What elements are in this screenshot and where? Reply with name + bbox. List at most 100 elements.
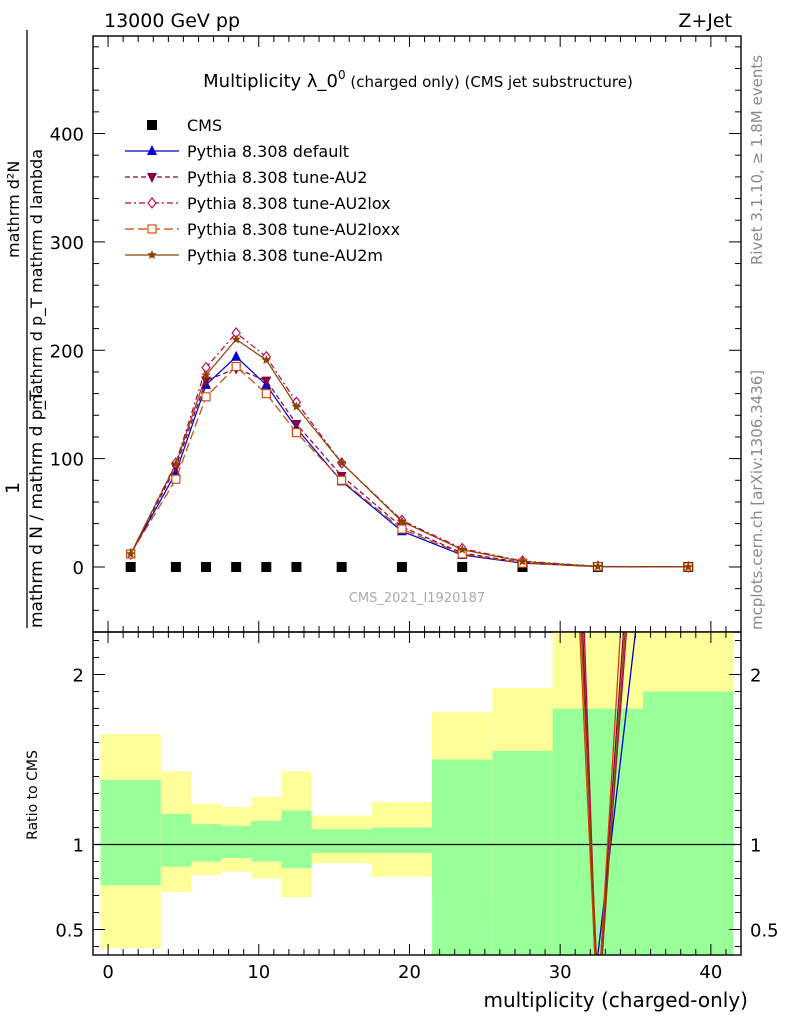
y-tick-label: 0 bbox=[73, 558, 84, 579]
data-point bbox=[231, 361, 241, 372]
legend-marker bbox=[147, 224, 157, 234]
data-point bbox=[683, 561, 694, 571]
data-point bbox=[517, 556, 528, 566]
ratio-y-tick-label: 0.5 bbox=[55, 921, 84, 942]
legend-item: Pythia 8.308 default bbox=[125, 142, 349, 161]
x-tick-label: 30 bbox=[549, 962, 572, 983]
data-point bbox=[261, 376, 272, 387]
data-point bbox=[291, 419, 302, 430]
x-tick-label: 0 bbox=[102, 962, 113, 983]
data-point bbox=[291, 401, 302, 411]
ratio-band-inner bbox=[251, 820, 282, 862]
ratio-band-inner bbox=[432, 759, 493, 955]
legend-marker bbox=[147, 197, 157, 209]
data-point bbox=[336, 561, 347, 572]
ratio-y-tick-label-right: 0.5 bbox=[750, 921, 779, 942]
ratio-band-inner bbox=[643, 691, 734, 955]
series bbox=[125, 364, 694, 573]
series bbox=[125, 350, 694, 571]
legend: CMS Pythia 8.308 default Pythia 8.308 tune… bbox=[125, 116, 400, 265]
title-sub: (charged only) (CMS jet substructure) bbox=[346, 73, 633, 91]
data-point bbox=[337, 475, 347, 485]
data-point bbox=[231, 350, 242, 361]
ratio-y-tick-label-right: 2 bbox=[750, 666, 761, 687]
y-label-numerator2: mathrm d²N bbox=[4, 161, 23, 258]
ratio-curves-layer bbox=[579, 632, 637, 955]
series-line bbox=[130, 365, 689, 568]
ratio-bands bbox=[93, 632, 741, 955]
data-point bbox=[291, 561, 302, 572]
energy-label: 13000 GeV pp bbox=[104, 10, 240, 32]
y-tick-label: 400 bbox=[50, 125, 84, 146]
ratio-band-inner bbox=[281, 810, 312, 869]
legend-label: Pythia 8.308 tune-AU2lox bbox=[187, 194, 391, 213]
ratio-band-inner bbox=[552, 708, 644, 955]
series bbox=[126, 361, 693, 572]
legend-marker bbox=[147, 145, 157, 155]
legend-item: Pythia 8.308 tune-AU2 bbox=[125, 168, 367, 187]
x-tick-label: 40 bbox=[699, 962, 722, 983]
y-tick-label: 100 bbox=[50, 450, 84, 471]
legend-item: Pythia 8.308 tune-AU2loxx bbox=[125, 220, 400, 239]
data-point bbox=[396, 561, 407, 572]
data-point bbox=[336, 457, 347, 467]
data-point bbox=[261, 355, 272, 365]
legend-marker bbox=[147, 120, 157, 130]
data-point bbox=[291, 428, 301, 438]
ratio-band-inner bbox=[492, 751, 553, 955]
ratio-y-tick-label: 1 bbox=[73, 836, 84, 857]
data-point bbox=[261, 389, 271, 399]
ratio-band-inner bbox=[221, 825, 252, 859]
x-tick-label: 20 bbox=[398, 962, 421, 983]
ratio-curve bbox=[580, 632, 626, 955]
data-point bbox=[170, 561, 181, 572]
y-label-denominator: mathrm d N / mathrm d p_T bbox=[27, 390, 47, 628]
rivet-label: Rivet 3.1.10, ≥ 1.8M events bbox=[748, 55, 766, 265]
ratio-band-inner bbox=[160, 813, 191, 867]
legend-label: CMS bbox=[187, 116, 222, 135]
ratio-band-inner bbox=[311, 829, 372, 853]
data-point bbox=[457, 561, 468, 572]
title-sup: 0 bbox=[338, 68, 346, 82]
main-plot: Multiplicity λ_00 (charged only) (CMS je… bbox=[125, 68, 694, 606]
chart-title: Multiplicity λ_00 (charged only) (CMS je… bbox=[203, 68, 633, 92]
ratio-curve bbox=[579, 632, 622, 955]
legend-marker bbox=[147, 250, 157, 260]
legend-marker bbox=[147, 173, 157, 183]
x-tick-label: 10 bbox=[247, 962, 270, 983]
watermark: CMS_2021_I1920187 bbox=[349, 591, 485, 606]
ratio-y-tick-label-right: 1 bbox=[750, 836, 761, 857]
data-point bbox=[171, 474, 181, 484]
data-point bbox=[201, 376, 212, 387]
data-point bbox=[397, 524, 407, 534]
y-tick-label: 300 bbox=[50, 233, 84, 254]
legend-label: Pythia 8.308 default bbox=[187, 142, 349, 161]
data-point bbox=[125, 561, 136, 572]
legend-item: CMS bbox=[147, 116, 222, 135]
ratio-band-inner bbox=[371, 827, 433, 853]
ratio-y-tick-label: 2 bbox=[73, 666, 84, 687]
y-label-denominator2: mathrm d p_T mathrm d lambda bbox=[27, 149, 47, 410]
legend-label: Pythia 8.308 tune-AU2m bbox=[187, 246, 383, 265]
data-point bbox=[457, 544, 467, 554]
process-label: Z+Jet bbox=[678, 10, 732, 32]
series bbox=[125, 327, 693, 573]
series-line bbox=[130, 368, 689, 568]
data-point bbox=[201, 392, 211, 402]
main-series-layer bbox=[125, 327, 694, 573]
ratio-band-inner bbox=[190, 824, 222, 862]
x-axis-label: multiplicity (charged-only) bbox=[483, 988, 748, 1012]
legend-item: Pythia 8.308 tune-AU2lox bbox=[125, 194, 391, 213]
y-tick-label: 200 bbox=[50, 341, 84, 362]
series bbox=[125, 334, 694, 571]
legend-label: Pythia 8.308 tune-AU2 bbox=[187, 168, 367, 187]
data-point bbox=[261, 561, 272, 572]
main-y-label: 1 mathrm d N / mathrm d p_T mathrm d²N m… bbox=[2, 30, 47, 628]
legend-label: Pythia 8.308 tune-AU2loxx bbox=[187, 220, 400, 239]
y-label-numerator: 1 bbox=[2, 482, 24, 494]
legend-item: Pythia 8.308 tune-AU2m bbox=[125, 246, 383, 265]
ratio-axes: 0 10 20 30 40 0.5 0.5 1 1 2 2 bbox=[55, 631, 779, 983]
ratio-y-label: Ratio to CMS bbox=[25, 750, 41, 840]
data-point bbox=[231, 334, 241, 344]
